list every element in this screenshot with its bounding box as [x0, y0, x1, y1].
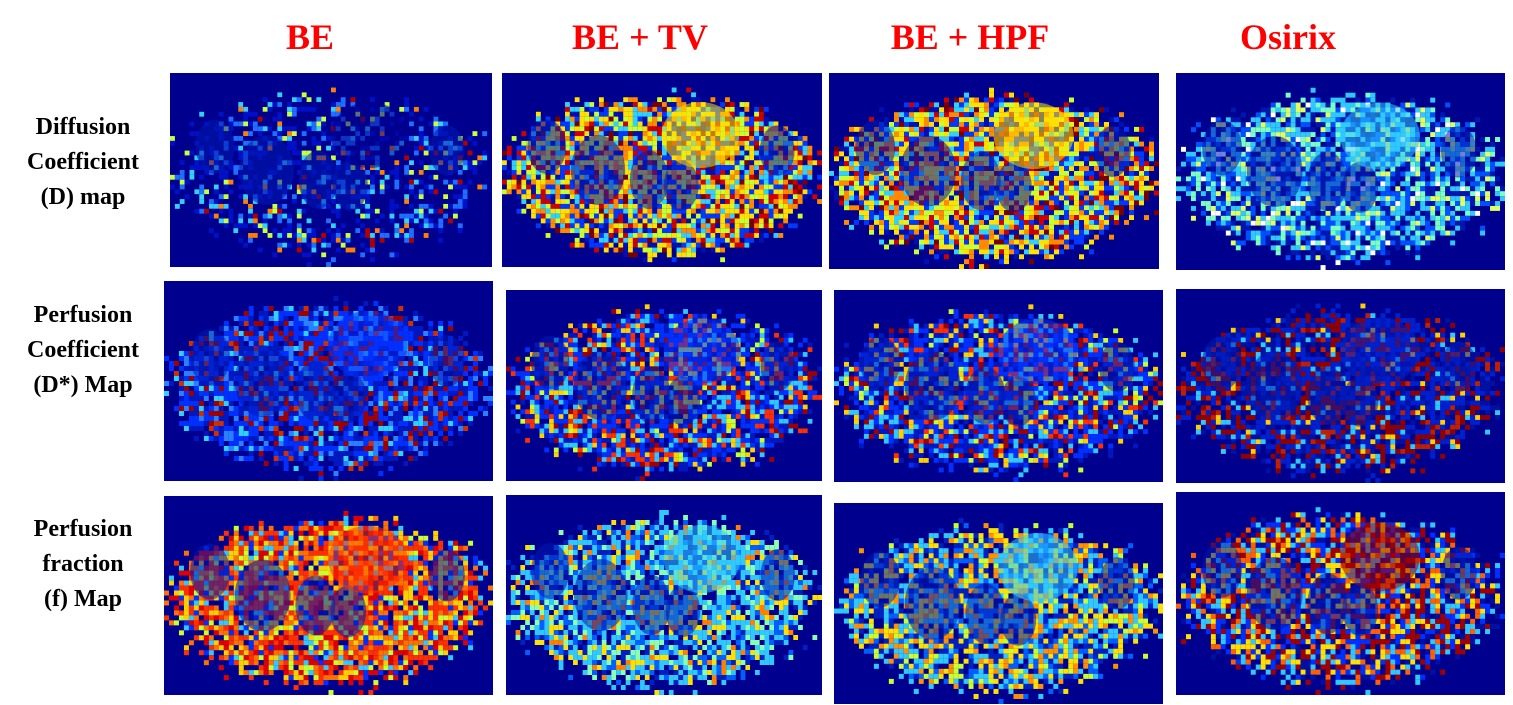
row-label-line: Perfusion [33, 302, 133, 328]
red-speckled-perfusion-map [1176, 289, 1505, 483]
cyan-fraction-map [506, 495, 822, 695]
row-label-line: (D*) Map [33, 372, 133, 398]
mixed-perfusion-map [506, 290, 822, 481]
column-header-osirix: Osirix [1240, 17, 1336, 57]
blue-perfusion-map [164, 281, 493, 481]
row-label-line: Perfusion [33, 516, 133, 542]
cyan-diffusion-map [1176, 73, 1505, 270]
row-label-line: fraction [42, 551, 124, 577]
mixed-perfusion-map [834, 290, 1163, 482]
red-orange-fraction-map [164, 496, 493, 695]
cyan-fraction-map [834, 503, 1163, 704]
row-label-line: (f) Map [44, 586, 122, 612]
column-header-be-hpf: BE + HPF [890, 17, 1050, 57]
yellow-red-diffusion-map [502, 73, 822, 267]
column-header-be: BE [285, 17, 335, 57]
row-label-line: Diffusion [35, 114, 131, 140]
sparse-diffusion-map [170, 73, 492, 267]
row-label-diffusion: Diffusion Coefficient (D) map [8, 110, 158, 215]
row-label-perfusion-coefficient: Perfusion Coefficient (D*) Map [8, 298, 158, 403]
mixed-fraction-map [1176, 492, 1505, 695]
yellow-red-diffusion-map [829, 73, 1159, 269]
column-header-be-tv: BE + TV [572, 17, 708, 57]
row-label-line: Coefficient [27, 337, 139, 363]
row-label-perfusion-fraction: Perfusion fraction (f) Map [8, 512, 158, 617]
row-label-line: (D) map [40, 184, 126, 210]
row-label-line: Coefficient [27, 149, 139, 175]
